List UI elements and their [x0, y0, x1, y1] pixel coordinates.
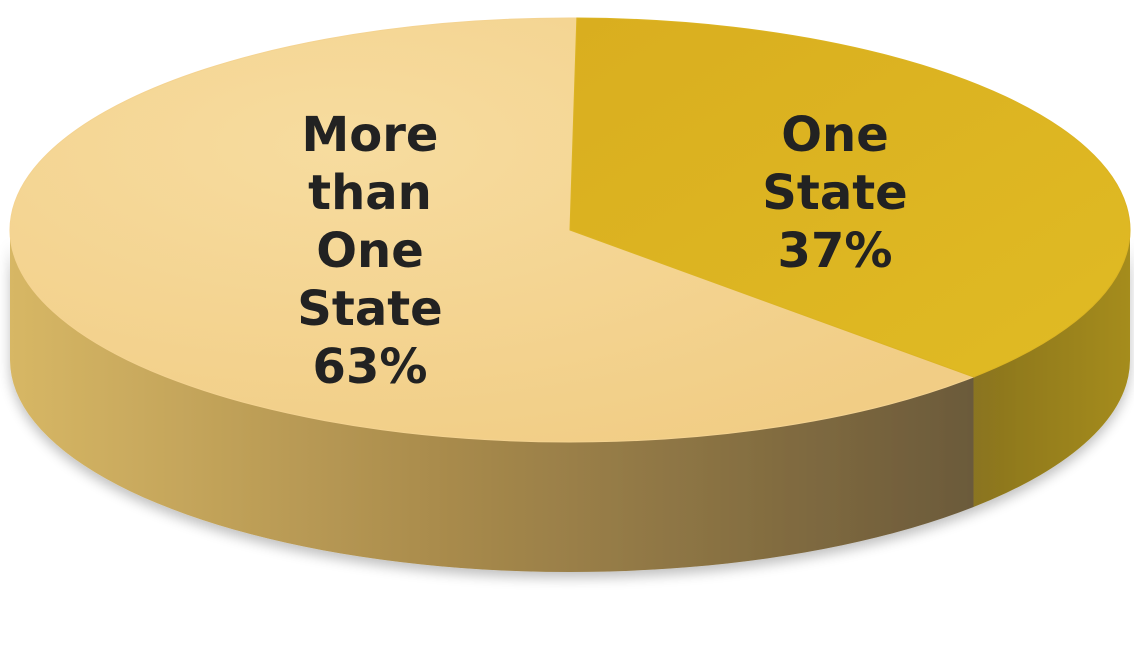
slice-label-line: State: [762, 165, 908, 221]
slice-value-label: 37%: [777, 223, 893, 279]
pie-slice: [9, 17, 975, 443]
slice-label-line: State: [297, 281, 443, 337]
pie-slice-side: [973, 230, 1130, 508]
slice-label-line: More: [301, 107, 439, 163]
slice-label-line: One: [781, 107, 889, 163]
pie-top-layer: [9, 17, 1131, 443]
slice-label-line: than: [308, 165, 432, 221]
pie-slice: [569, 17, 1131, 378]
pie-side-layer: [10, 230, 1130, 572]
pie-slice-side: [10, 230, 974, 572]
slice-label-line: One: [316, 223, 424, 279]
slice-value-label: 63%: [312, 339, 428, 395]
slice-label-one-state: One State 37%: [740, 106, 930, 280]
slice-label-more-than-one-state: More than One State 63%: [255, 106, 485, 396]
